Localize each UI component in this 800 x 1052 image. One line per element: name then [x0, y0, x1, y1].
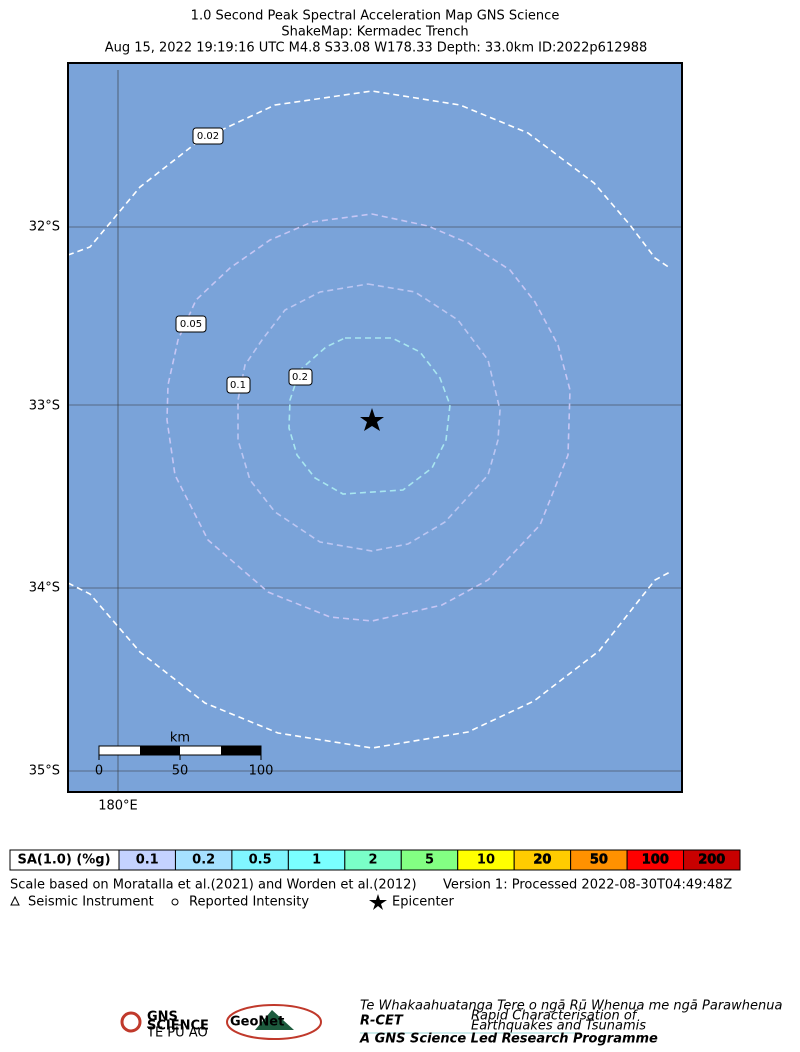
logo-text: GNS	[147, 1010, 178, 1025]
legend-label: 200	[698, 853, 725, 868]
epicenter	[360, 408, 384, 431]
contour-label-box	[175, 315, 207, 333]
gns-logo: GNS SCIENCE TE PŪ AO	[120, 1010, 209, 1041]
symbol-label: Reported Intensity	[189, 895, 309, 910]
contour-label-box	[288, 368, 313, 386]
legend-label: 0.1	[136, 853, 159, 868]
lat-label: 35°S	[29, 764, 60, 779]
instrument-symbol	[10, 895, 20, 906]
logo-text: Te Whakaahuatanga Tere o ngā Rū Whenua m…	[360, 999, 782, 1014]
contour-label: 0.1	[230, 380, 246, 391]
scale-label: 100	[249, 764, 274, 779]
symbol-label: Epicenter	[392, 895, 455, 910]
legend-label: 100	[642, 853, 669, 868]
scale-note: Scale based on Moratalla et al.(2021) an…	[10, 878, 417, 893]
contour-label: 0.2	[292, 372, 308, 383]
scale-label: 50	[172, 764, 189, 779]
symbol-label: Seismic Instrument	[28, 895, 154, 910]
subtitle: ShakeMap: Kermadec Trench	[281, 25, 468, 40]
legend-label: 50	[590, 853, 608, 868]
lon-label: 180°E	[98, 799, 138, 814]
scale-bar	[221, 746, 261, 755]
legend-label: 0.5	[249, 853, 272, 868]
logo-text: Earthquakes and Tsunamis	[471, 1019, 646, 1034]
contour-label: 0.02	[197, 131, 219, 142]
logo-text: A GNS Science Led Research Programme	[359, 1032, 658, 1047]
logo-text: R-CET	[360, 1014, 404, 1029]
legend: SA(1.0) (%g) 0.1 0.2 0.5 1 2 5 10 20 50 100 200	[9, 849, 741, 871]
scale-unit: km	[170, 731, 190, 746]
contour	[237, 283, 501, 552]
event-info: Aug 15, 2022 19:19:16 UTC M4.8 S33.08 W1…	[105, 41, 648, 56]
scale-label: 0	[95, 764, 103, 779]
legend-label: 20	[533, 853, 551, 868]
contour	[166, 213, 571, 622]
map: 0.02 0.05 0.1 0.2 km 0 50 100	[67, 62, 683, 793]
legend-label: 1	[312, 853, 321, 868]
epicenter-symbol	[369, 894, 387, 910]
legend-label: 2	[369, 853, 378, 868]
contour-label-box	[192, 127, 224, 145]
contour	[67, 571, 671, 749]
legend-label: 0.2	[192, 853, 215, 868]
map-frame	[67, 62, 683, 793]
lat-label: 32°S	[29, 220, 60, 235]
logo-text: TE PŪ AO	[146, 1026, 208, 1041]
contour	[288, 337, 451, 495]
scale-bar	[140, 746, 180, 755]
legend-cell	[683, 849, 741, 871]
lat-label: 34°S	[29, 581, 60, 596]
logo-text: Rapid Characterisation of	[471, 1009, 639, 1024]
title: 1.0 Second Peak Spectral Acceleration Ma…	[191, 9, 560, 24]
legend-label: 10	[477, 853, 495, 868]
logo-text: SCIENCE	[147, 1019, 209, 1034]
logo-text: GeoNet	[230, 1015, 284, 1030]
version: Version 1: Processed 2022-08-30T04:49:48…	[443, 878, 732, 893]
lat-label: 33°S	[29, 399, 60, 414]
contour-label: 0.05	[180, 319, 202, 330]
legend-title: SA(1.0) (%g)	[17, 853, 110, 868]
contour-label-box	[226, 376, 251, 394]
rcet-logo: Te Whakaahuatanga Tere o ngā Rū Whenua m…	[359, 999, 782, 1047]
contour	[67, 90, 671, 269]
intensity-symbol	[171, 898, 179, 906]
legend-label: 5	[425, 853, 434, 868]
geonet-logo: GeoNet	[226, 1004, 322, 1040]
